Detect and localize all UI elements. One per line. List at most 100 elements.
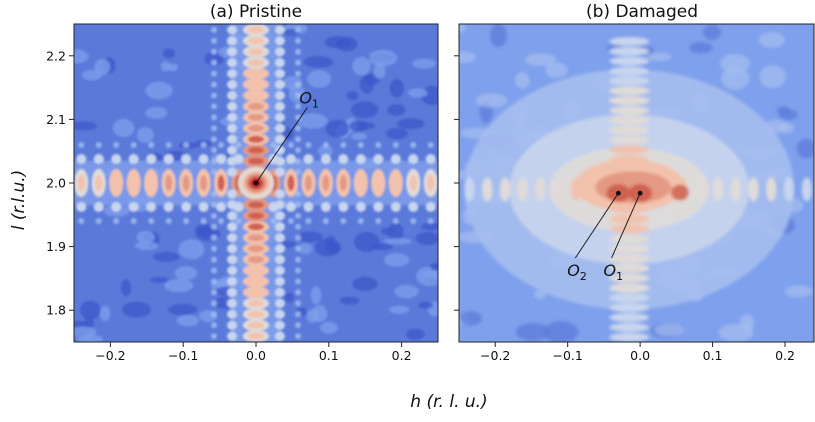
fringe-spot — [609, 224, 650, 234]
side-fringe — [445, 142, 451, 148]
background-speckle — [351, 132, 368, 141]
side-fringe — [227, 47, 237, 57]
side-fringe — [303, 202, 314, 212]
side-fringe — [373, 154, 384, 164]
x-tick-label: 0.2 — [775, 348, 795, 363]
side-fringe — [295, 201, 301, 208]
side-fringe — [227, 309, 237, 319]
background-speckle — [459, 24, 467, 33]
background-speckle — [721, 67, 750, 90]
fringe-core — [357, 175, 365, 191]
side-fringe — [305, 218, 312, 224]
side-fringe — [227, 233, 237, 243]
background-speckle — [543, 321, 579, 342]
fringe-spot — [713, 177, 724, 202]
panel-damaged: −0.2 −0.1 0.0 0.1 0.2 (b) Damaged O2 O1 — [454, 2, 815, 363]
fringe-core — [339, 175, 347, 191]
side-fringe — [392, 142, 399, 148]
background-speckle — [325, 119, 350, 138]
side-fringe — [340, 218, 347, 224]
side-fringe — [295, 158, 301, 165]
background-speckle — [534, 290, 547, 299]
background-speckle — [647, 52, 672, 62]
fringe-spot — [553, 177, 564, 202]
background-speckle — [389, 305, 410, 314]
side-fringe — [305, 142, 312, 148]
background-speckle — [163, 48, 176, 59]
side-fringe — [181, 202, 192, 212]
side-fringe — [211, 70, 217, 77]
fringe-spot — [609, 234, 650, 244]
side-fringe — [227, 156, 237, 166]
background-speckle — [314, 238, 342, 257]
side-fringe — [130, 218, 137, 224]
fringe-spot — [464, 177, 475, 202]
fringe-spot — [609, 56, 650, 66]
side-fringe — [275, 69, 285, 79]
fringe-spot — [609, 263, 650, 273]
side-fringe — [227, 276, 237, 286]
side-fringe — [198, 154, 209, 164]
fringe-core — [248, 102, 264, 110]
side-fringe — [211, 267, 217, 274]
side-fringe — [275, 266, 285, 276]
y-tick-label: 1.9 — [46, 239, 66, 254]
side-fringe — [235, 218, 242, 224]
side-fringe — [295, 300, 301, 307]
fringe-core — [248, 267, 264, 275]
fringe-core — [322, 175, 330, 191]
side-fringe — [227, 80, 237, 90]
side-fringe — [183, 142, 190, 148]
fringe-core — [248, 124, 264, 132]
side-fringe — [211, 190, 217, 197]
side-fringe — [275, 255, 285, 265]
side-fringe — [275, 276, 285, 286]
fringe-core — [445, 175, 452, 191]
side-fringe — [218, 218, 225, 224]
side-fringe — [211, 289, 217, 296]
fringe-core — [248, 223, 264, 231]
damaged-heatmap — [459, 24, 814, 342]
background-speckle — [353, 232, 380, 252]
background-speckle — [310, 286, 322, 305]
side-fringe — [320, 154, 331, 164]
side-fringe — [270, 142, 277, 148]
side-fringe — [427, 218, 434, 224]
background-speckle — [204, 51, 224, 66]
background-speckle — [689, 41, 713, 54]
pristine-title: (a) Pristine — [210, 2, 302, 22]
background-speckle — [383, 238, 412, 245]
side-fringe — [183, 218, 190, 224]
fringe-core — [304, 175, 312, 191]
background-speckle — [373, 63, 386, 79]
side-fringe — [111, 154, 122, 164]
background-speckle — [703, 24, 721, 41]
side-fringe — [295, 289, 301, 296]
background-speckle — [418, 301, 434, 309]
fringe-spot — [801, 177, 812, 202]
background-speckle — [94, 58, 111, 75]
fringe-core — [374, 175, 382, 191]
side-fringe — [227, 222, 237, 232]
side-fringe — [285, 154, 296, 164]
side-fringe — [295, 125, 301, 132]
side-fringe — [227, 298, 237, 308]
side-fringe — [211, 81, 217, 88]
annotation-arrow — [255, 107, 308, 184]
background-speckle — [153, 251, 180, 262]
side-fringe — [295, 59, 301, 66]
side-fringe — [275, 298, 285, 308]
x-axis-label: h (r. l. u.) — [410, 392, 487, 412]
background-speckle — [297, 113, 328, 129]
side-fringe — [95, 218, 102, 224]
fringe-spot — [500, 177, 511, 202]
side-fringe — [295, 81, 301, 88]
side-fringe — [227, 287, 237, 297]
side-fringe — [95, 142, 102, 148]
background-speckle — [167, 63, 179, 72]
fringe-core — [248, 256, 264, 264]
fringe-spot — [609, 125, 650, 135]
fringe-core — [248, 146, 264, 154]
background-speckle — [421, 222, 438, 231]
side-fringe — [275, 222, 285, 232]
